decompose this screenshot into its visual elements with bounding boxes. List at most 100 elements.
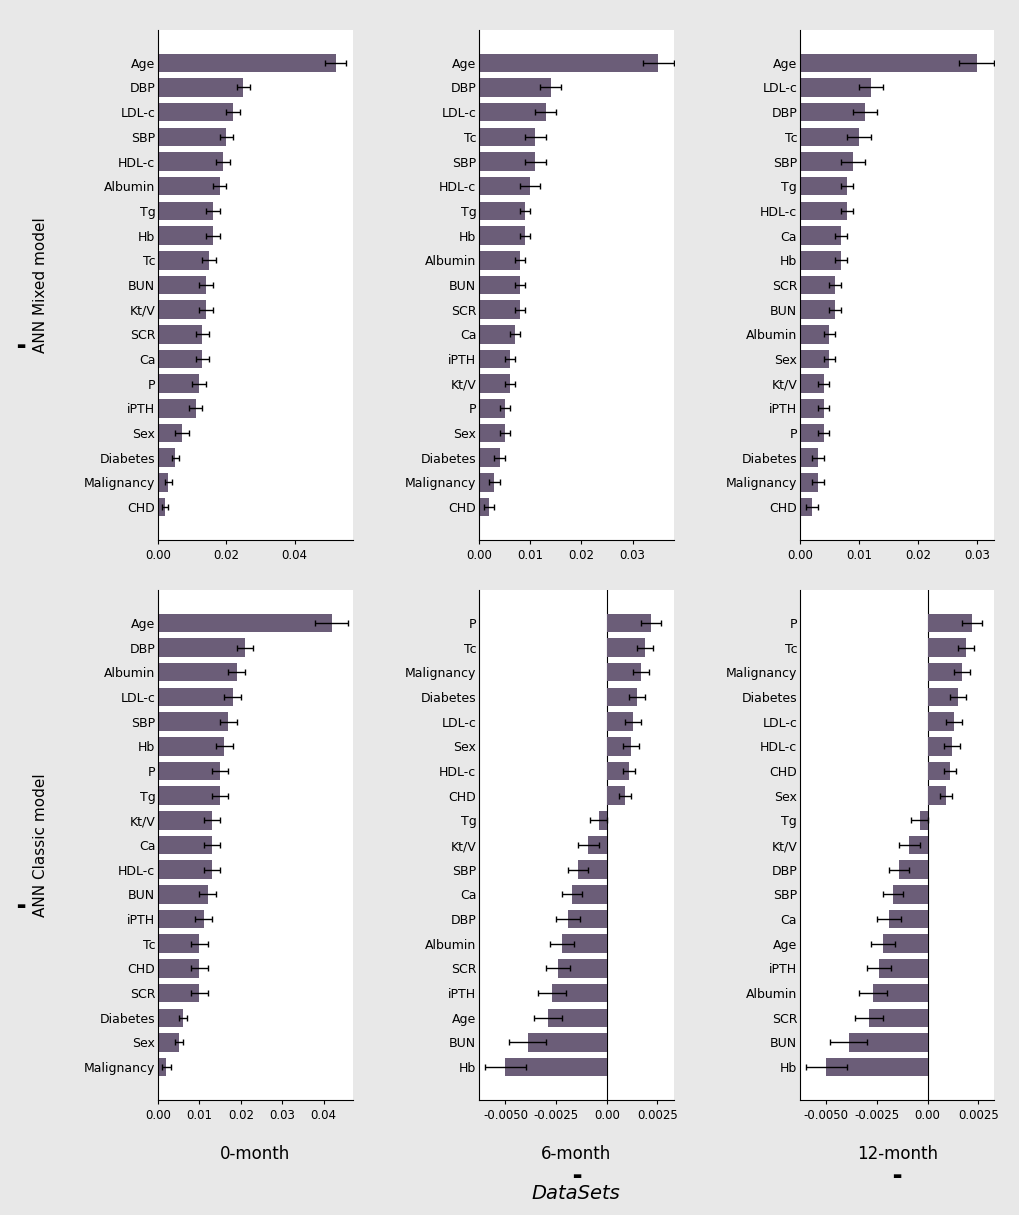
- Bar: [799, 276, 835, 294]
- Bar: [158, 252, 209, 270]
- Bar: [606, 786, 625, 804]
- Bar: [606, 738, 631, 756]
- Text: DataSets: DataSets: [531, 1183, 621, 1203]
- Bar: [926, 738, 951, 756]
- Bar: [598, 812, 606, 830]
- Bar: [158, 78, 244, 97]
- Bar: [799, 448, 817, 467]
- Bar: [926, 786, 945, 804]
- Bar: [926, 762, 949, 780]
- Bar: [158, 448, 175, 467]
- Bar: [479, 78, 550, 97]
- Bar: [158, 663, 236, 682]
- Bar: [158, 1058, 166, 1076]
- Bar: [158, 959, 200, 978]
- Text: ANN Classic model: ANN Classic model: [34, 773, 48, 917]
- Bar: [606, 688, 637, 706]
- Bar: [889, 910, 926, 928]
- Bar: [799, 473, 817, 492]
- Bar: [158, 276, 206, 294]
- Bar: [158, 984, 200, 1002]
- Bar: [825, 1058, 926, 1076]
- Bar: [158, 738, 224, 756]
- Bar: [479, 350, 510, 368]
- Bar: [158, 614, 331, 632]
- Bar: [158, 177, 219, 196]
- Bar: [158, 1033, 178, 1052]
- Bar: [606, 638, 645, 657]
- Bar: [158, 152, 223, 171]
- Bar: [158, 473, 168, 492]
- Bar: [568, 910, 606, 928]
- Text: ▬: ▬: [892, 1171, 901, 1181]
- Bar: [547, 1008, 606, 1027]
- Bar: [158, 202, 213, 220]
- Bar: [799, 350, 828, 368]
- Bar: [606, 712, 633, 731]
- Bar: [926, 614, 971, 632]
- Bar: [158, 226, 213, 245]
- Text: ▬: ▬: [15, 900, 25, 911]
- Bar: [899, 860, 926, 878]
- Bar: [799, 202, 847, 220]
- Bar: [926, 688, 957, 706]
- Bar: [872, 984, 926, 1002]
- Bar: [926, 712, 953, 731]
- Text: 0-month: 0-month: [220, 1146, 290, 1163]
- Bar: [479, 177, 530, 196]
- Bar: [848, 1033, 926, 1052]
- Bar: [479, 326, 515, 344]
- Bar: [158, 326, 202, 344]
- Bar: [479, 152, 535, 171]
- Bar: [158, 638, 245, 657]
- Bar: [926, 663, 961, 682]
- Bar: [479, 252, 520, 270]
- Bar: [158, 910, 204, 928]
- Bar: [868, 1008, 926, 1027]
- Bar: [158, 885, 208, 904]
- Bar: [158, 934, 200, 953]
- Bar: [158, 712, 228, 731]
- Bar: [479, 448, 499, 467]
- Bar: [158, 498, 165, 516]
- Bar: [799, 498, 811, 516]
- Bar: [479, 374, 510, 392]
- Bar: [882, 934, 926, 953]
- Bar: [893, 885, 926, 904]
- Bar: [578, 860, 606, 878]
- Bar: [479, 300, 520, 318]
- Text: ▬: ▬: [15, 340, 25, 351]
- Bar: [158, 762, 220, 780]
- Bar: [919, 812, 926, 830]
- Bar: [588, 836, 606, 854]
- Bar: [479, 498, 489, 516]
- Bar: [158, 812, 212, 830]
- Bar: [799, 128, 858, 146]
- Bar: [504, 1058, 606, 1076]
- Bar: [479, 128, 535, 146]
- Bar: [527, 1033, 606, 1052]
- Bar: [158, 688, 232, 706]
- Bar: [878, 959, 926, 978]
- Text: ANN Mixed model: ANN Mixed model: [34, 217, 48, 352]
- Bar: [479, 473, 494, 492]
- Bar: [799, 152, 852, 171]
- Text: 6-month: 6-month: [541, 1146, 610, 1163]
- Bar: [909, 836, 926, 854]
- Bar: [158, 786, 220, 804]
- Bar: [557, 959, 606, 978]
- Bar: [479, 276, 520, 294]
- Bar: [158, 399, 196, 418]
- Bar: [158, 350, 202, 368]
- Bar: [158, 300, 206, 318]
- Bar: [479, 424, 504, 442]
- Bar: [606, 762, 629, 780]
- Bar: [561, 934, 606, 953]
- Bar: [479, 226, 525, 245]
- Bar: [479, 202, 525, 220]
- Bar: [799, 78, 870, 97]
- Bar: [158, 374, 199, 392]
- Bar: [799, 326, 828, 344]
- Bar: [799, 399, 822, 418]
- Bar: [479, 53, 657, 72]
